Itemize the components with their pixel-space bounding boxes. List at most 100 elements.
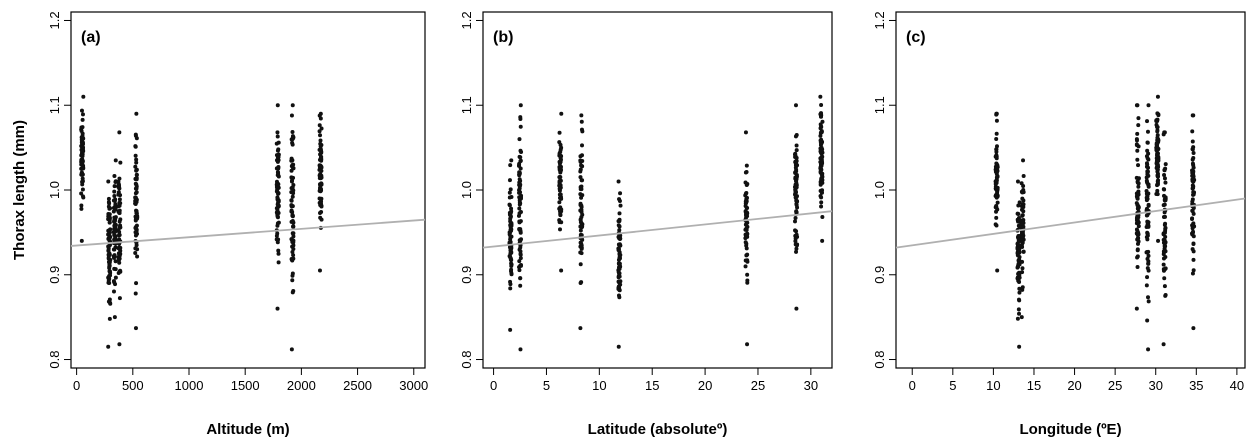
data-point <box>509 206 514 211</box>
data-point <box>1190 139 1195 144</box>
data-point <box>1146 184 1151 189</box>
data-point <box>1161 342 1166 347</box>
data-point <box>507 210 512 215</box>
data-point <box>1135 247 1140 252</box>
data-point <box>1135 219 1140 224</box>
y-tick-label: 0.9 <box>872 266 887 284</box>
data-point <box>80 187 85 192</box>
data-point <box>133 230 138 235</box>
data-point <box>617 217 622 222</box>
data-point <box>994 149 999 154</box>
data-point <box>1155 94 1160 99</box>
data-point <box>1021 202 1026 207</box>
data-point <box>317 147 322 152</box>
data-point <box>818 140 823 145</box>
data-point <box>1191 177 1196 182</box>
data-point <box>290 194 295 199</box>
data-point <box>319 217 324 222</box>
data-point <box>79 108 84 113</box>
data-point <box>818 169 823 174</box>
data-point <box>1015 251 1020 256</box>
data-point <box>579 119 584 124</box>
data-point <box>1017 290 1022 295</box>
data-point <box>108 300 113 305</box>
data-point <box>134 184 139 189</box>
point-group <box>1015 179 1022 349</box>
data-point <box>117 176 122 181</box>
data-point <box>133 326 138 331</box>
data-point <box>1017 200 1022 205</box>
data-point <box>289 137 294 142</box>
data-point <box>579 251 584 256</box>
y-tick-label: 1.0 <box>872 181 887 199</box>
data-point <box>578 203 583 208</box>
data-point <box>289 164 294 169</box>
data-point <box>290 129 295 134</box>
data-point <box>111 198 116 203</box>
x-tick-label: 0 <box>909 378 916 393</box>
data-point <box>1145 129 1150 134</box>
data-point <box>291 191 296 196</box>
data-point <box>617 288 622 293</box>
data-point <box>617 235 622 240</box>
data-point <box>290 140 295 145</box>
data-point <box>80 160 85 165</box>
data-point <box>1146 103 1151 108</box>
data-point <box>1020 230 1025 235</box>
data-point <box>518 103 523 108</box>
data-point <box>80 117 85 122</box>
data-point <box>117 232 122 237</box>
data-point <box>275 231 280 236</box>
data-point <box>995 268 1000 273</box>
data-point <box>134 136 139 141</box>
data-point <box>618 203 623 208</box>
data-point <box>318 141 323 146</box>
data-point <box>1136 224 1141 229</box>
y-tick-label: 1.1 <box>47 96 62 114</box>
data-point <box>113 282 118 287</box>
data-point <box>617 274 622 279</box>
data-point <box>1019 238 1024 243</box>
data-point <box>106 196 111 201</box>
data-point <box>291 224 296 229</box>
data-point <box>134 190 139 195</box>
data-point <box>275 159 280 164</box>
data-point <box>1016 307 1021 312</box>
data-point <box>1156 238 1161 243</box>
data-point <box>995 200 1000 205</box>
data-point <box>518 283 523 288</box>
data-point <box>112 237 117 242</box>
data-point <box>106 259 111 264</box>
data-point <box>1145 148 1150 153</box>
data-point <box>819 145 824 150</box>
data-point <box>994 118 999 123</box>
x-tick-label: 0 <box>73 378 80 393</box>
data-point <box>275 195 280 200</box>
data-point <box>1017 311 1022 316</box>
y-tick-label: 1.1 <box>872 96 887 114</box>
data-point <box>517 170 522 175</box>
panel-label: (a) <box>81 29 101 46</box>
y-tick-label: 1.2 <box>47 11 62 29</box>
data-point <box>1190 129 1195 134</box>
data-point <box>558 211 563 216</box>
data-point <box>289 257 294 262</box>
data-point <box>794 185 799 190</box>
data-point <box>1163 221 1168 226</box>
x-tick-label: 0 <box>490 378 497 393</box>
data-point <box>744 241 749 246</box>
data-point <box>819 200 824 205</box>
data-point <box>1146 203 1151 208</box>
data-point <box>1145 162 1150 167</box>
data-point <box>745 278 750 283</box>
point-group <box>616 179 623 349</box>
point-group <box>993 111 1000 273</box>
data-point <box>118 201 123 206</box>
data-point <box>793 216 798 221</box>
point-group <box>1154 94 1161 243</box>
data-point <box>111 289 116 294</box>
data-point <box>275 202 280 207</box>
data-point <box>275 221 280 226</box>
